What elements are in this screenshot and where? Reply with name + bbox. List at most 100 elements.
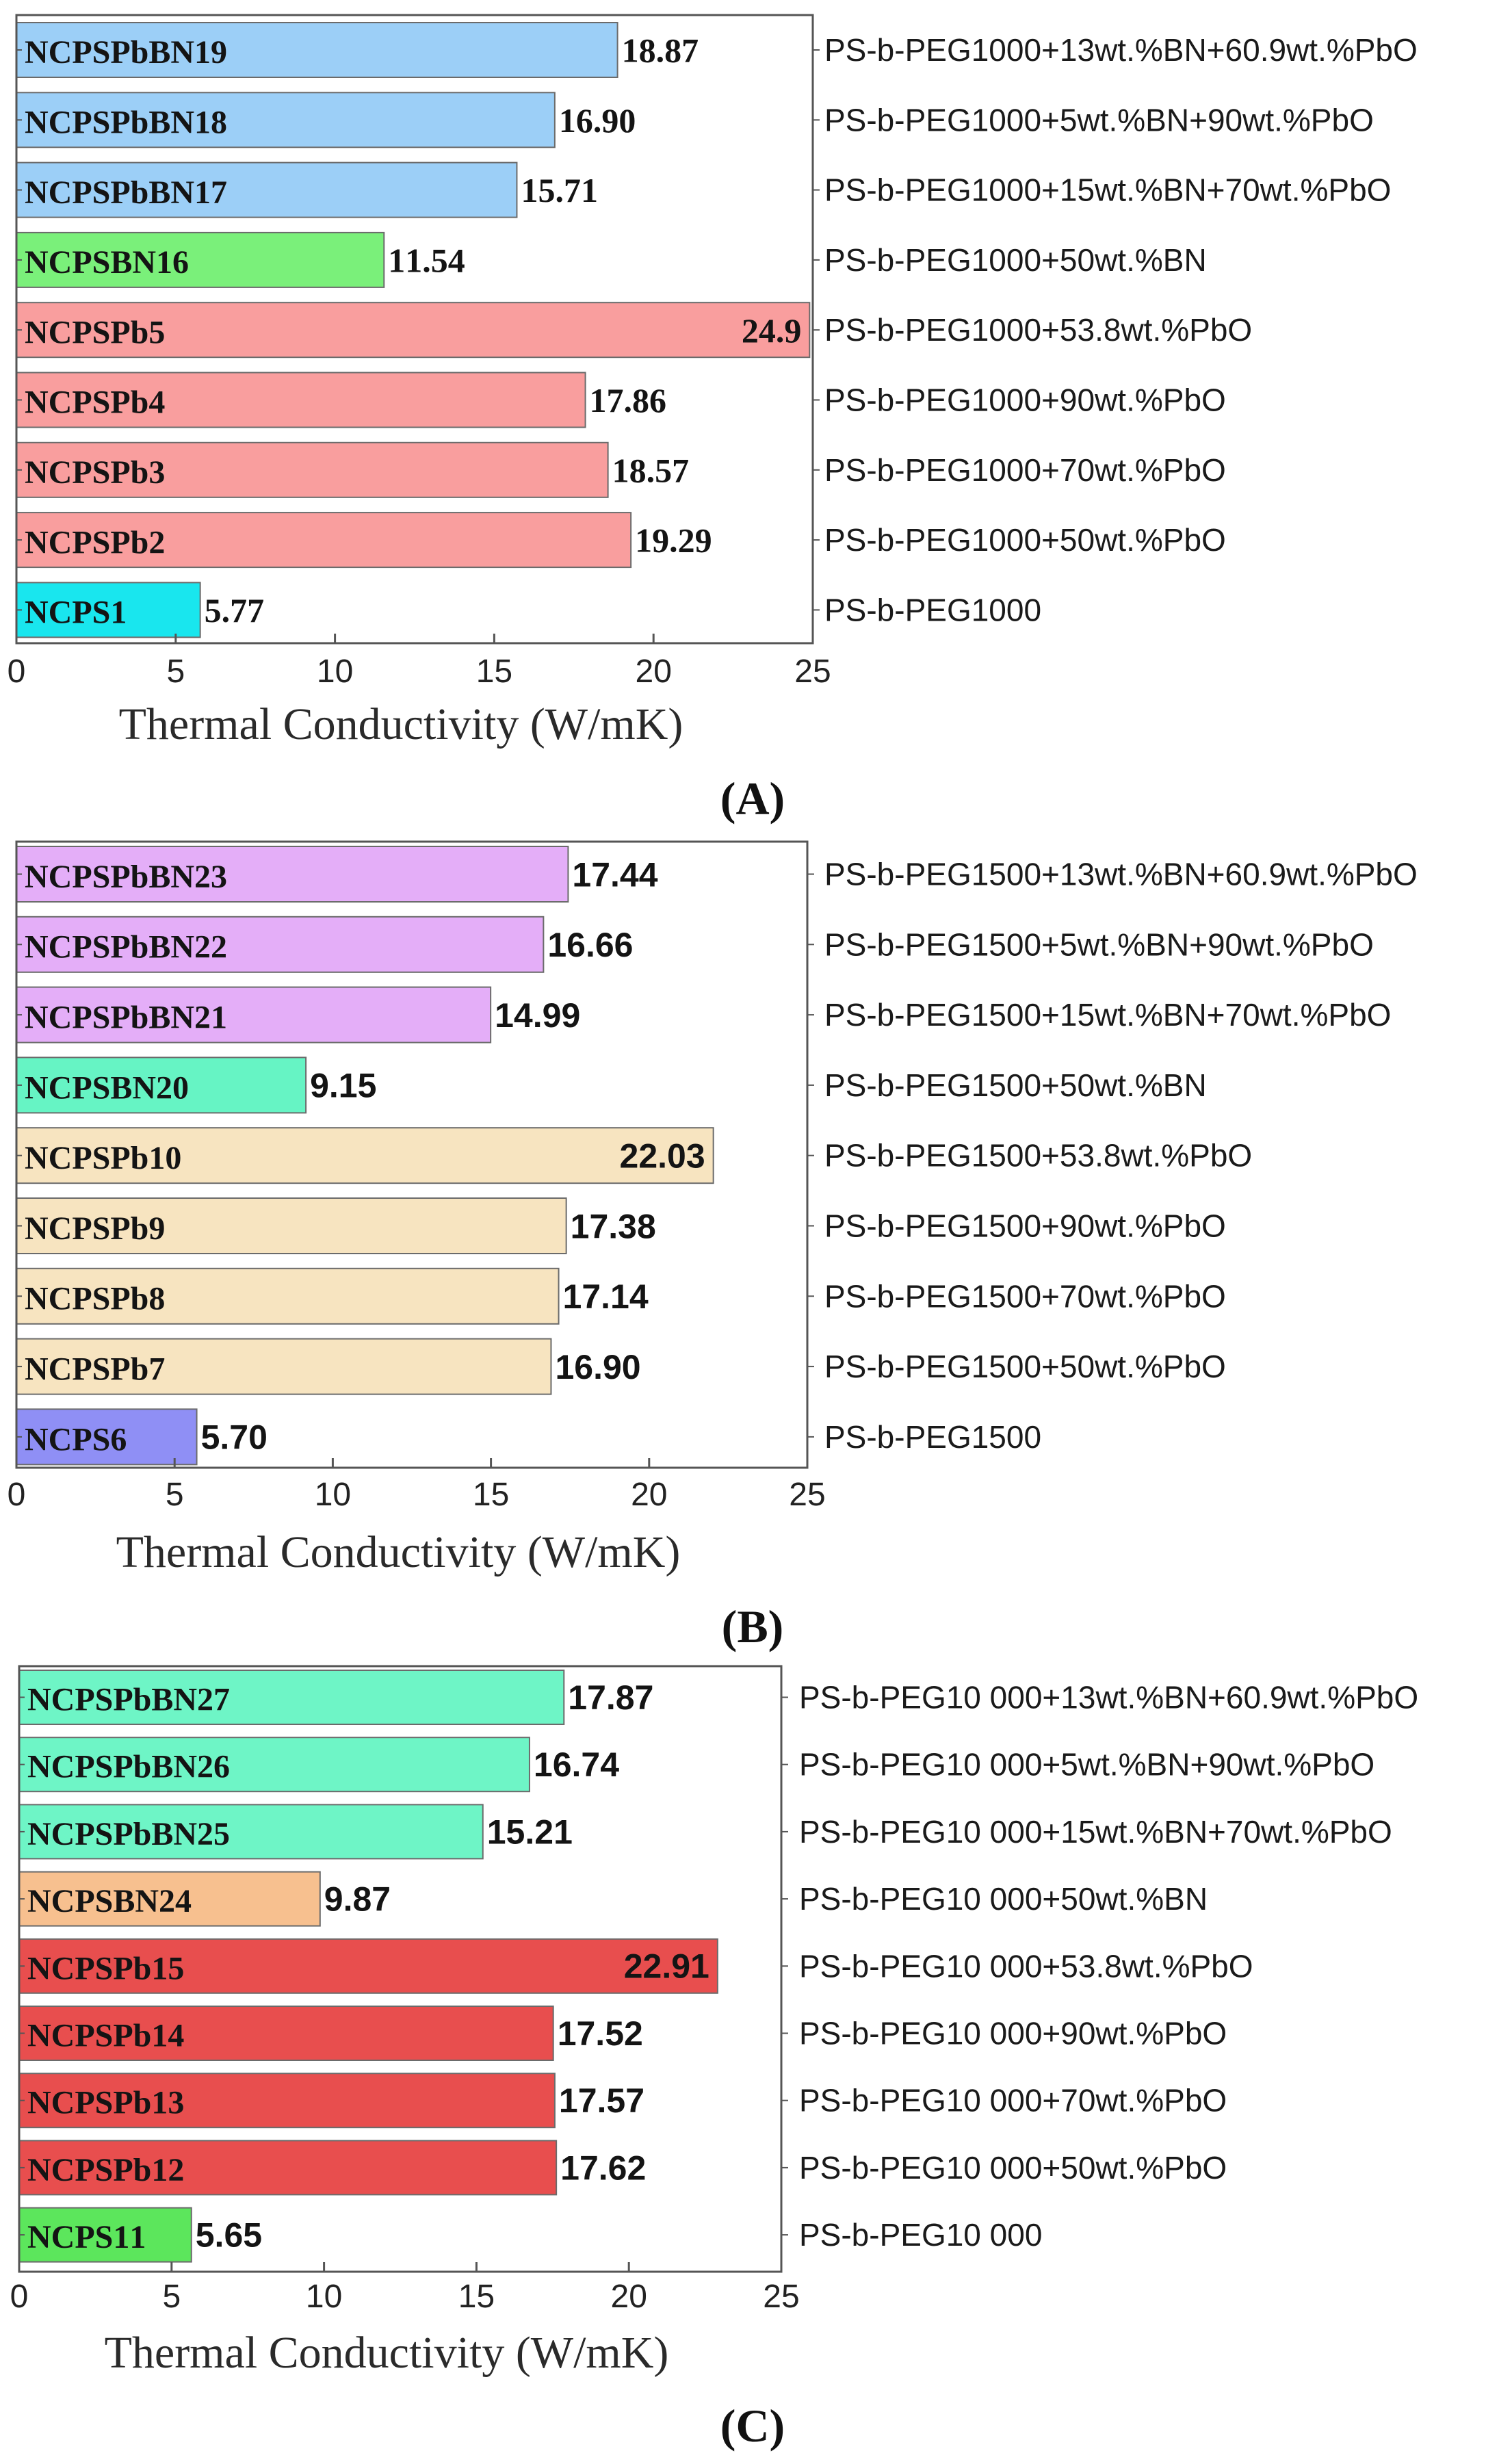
- x-tick-label-25: 25: [794, 653, 831, 690]
- bar-ncpsbn24: [18, 1871, 321, 1927]
- category-label-ncpspb5: NCPSPb5: [25, 314, 165, 350]
- composition-label-4: PS-b-PEG1000+53.8wt.%PbO: [824, 312, 1252, 348]
- value-label-ncpsbn24: 9.87: [324, 1880, 391, 1918]
- x-axis-title: Thermal Conductivity (W/mK): [105, 2328, 669, 2378]
- value-label-ncpspb3: 18.57: [612, 451, 690, 489]
- value-label-ncpspb4: 17.86: [590, 381, 667, 419]
- bar-ncpsbn16: [16, 231, 385, 288]
- x-axis-title: Thermal Conductivity (W/mK): [116, 1527, 681, 1577]
- x-tick-label-20: 20: [611, 2279, 647, 2315]
- value-label-ncpspbbn27: 17.87: [568, 1678, 653, 1717]
- value-label-ncpspbbn19: 18.87: [622, 31, 699, 70]
- value-label-ncpspb5: 24.9: [742, 311, 802, 350]
- bar-ncpspbbn25: [18, 1804, 484, 1860]
- value-label-ncps6: 5.70: [201, 1418, 268, 1457]
- x-tick-label-15: 15: [473, 1477, 509, 1513]
- category-label-ncpspbbn17: NCPSPbBN17: [25, 174, 227, 211]
- bar-ncps6: [16, 1408, 198, 1466]
- composition-label-6: PS-b-PEG10 000+70wt.%PbO: [799, 2083, 1227, 2118]
- x-tick-label-10: 10: [315, 1477, 351, 1513]
- value-label-ncpspbbn18: 16.90: [559, 101, 636, 140]
- composition-label-1: PS-b-PEG1500+5wt.%BN+90wt.%PbO: [824, 926, 1374, 962]
- category-label-ncpspb4: NCPSPb4: [25, 385, 165, 421]
- value-label-ncpspbbn25: 15.21: [487, 1813, 573, 1851]
- composition-label-6: PS-b-PEG1500+70wt.%PbO: [824, 1278, 1226, 1314]
- bar-ncpspb12: [18, 2140, 558, 2196]
- bar-ncpspbbn23: [16, 846, 569, 903]
- value-label-ncpspb8: 17.14: [563, 1278, 649, 1316]
- composition-label-5: PS-b-PEG10 000+90wt.%PbO: [799, 2016, 1227, 2051]
- bar-ncpspb10: [16, 1127, 714, 1184]
- plot-frame: [15, 14, 814, 645]
- category-label-ncpspb9: NCPSPb9: [25, 1210, 165, 1247]
- category-label-ncpspb2: NCPSPb2: [25, 524, 165, 560]
- bar-ncps1: [16, 582, 201, 638]
- composition-label-3: PS-b-PEG10 000+50wt.%BN: [799, 1881, 1208, 1917]
- bar-ncpspb14: [18, 2006, 554, 2061]
- category-label-ncpsbn16: NCPSBN16: [25, 244, 189, 281]
- x-tick-label-0: 0: [8, 653, 26, 690]
- value-label-ncpspb13: 17.57: [559, 2082, 644, 2120]
- composition-label-2: PS-b-PEG1500+15wt.%BN+70wt.%PbO: [824, 997, 1391, 1033]
- category-label-ncpspb15: NCPSPb15: [27, 1950, 184, 1986]
- value-label-ncpspbbn23: 17.44: [572, 855, 657, 894]
- x-tick-label-15: 15: [476, 653, 512, 690]
- composition-label-8: PS-b-PEG1000: [824, 592, 1041, 627]
- category-label-ncps11: NCPS11: [27, 2219, 146, 2255]
- x-tick-label-25: 25: [789, 1477, 825, 1513]
- composition-label-3: PS-b-PEG1000+50wt.%BN: [824, 242, 1207, 278]
- category-label-ncpspb13: NCPSPb13: [27, 2085, 184, 2121]
- category-label-ncpspbbn22: NCPSPbBN22: [25, 929, 227, 965]
- composition-label-5: PS-b-PEG1000+90wt.%PbO: [824, 382, 1226, 418]
- value-label-ncpsbn20: 9.15: [310, 1067, 376, 1105]
- category-label-ncpspbbn27: NCPSPbBN27: [27, 1681, 230, 1717]
- value-label-ncpspb10: 22.03: [620, 1137, 705, 1176]
- bar-ncps11: [18, 2207, 192, 2263]
- bar-ncpspbbn19: [16, 22, 618, 78]
- bar-ncpsbn20: [16, 1056, 307, 1114]
- composition-label-1: PS-b-PEG1000+5wt.%BN+90wt.%PbO: [824, 102, 1374, 138]
- x-tick-label-10: 10: [306, 2279, 342, 2315]
- x-tick-label-0: 0: [10, 2279, 29, 2315]
- bar-ncpspb4: [16, 372, 586, 428]
- bar-ncpspb2: [16, 512, 632, 569]
- composition-label-0: PS-b-PEG1000+13wt.%BN+60.9wt.%PbO: [824, 32, 1418, 68]
- x-tick-label-5: 5: [166, 1477, 184, 1513]
- composition-label-1: PS-b-PEG10 000+5wt.%BN+90wt.%PbO: [799, 1747, 1374, 1782]
- x-tick-label-5: 5: [162, 2279, 181, 2315]
- category-label-ncpspb14: NCPSPb14: [27, 2017, 184, 2053]
- category-label-ncpspb10: NCPSPb10: [25, 1140, 181, 1176]
- category-label-ncpspbbn25: NCPSPbBN25: [27, 1816, 230, 1852]
- category-label-ncpspbbn23: NCPSPbBN23: [25, 859, 227, 895]
- composition-label-5: PS-b-PEG1500+90wt.%PbO: [824, 1208, 1226, 1244]
- composition-label-7: PS-b-PEG1000+50wt.%PbO: [824, 522, 1226, 558]
- category-label-ncpspb12: NCPSPb12: [27, 2152, 184, 2188]
- value-label-ncpspb2: 19.29: [635, 521, 712, 560]
- category-label-ncpspb3: NCPSPb3: [25, 454, 165, 491]
- x-tick-label-20: 20: [636, 653, 672, 690]
- x-tick-label-15: 15: [458, 2279, 495, 2315]
- bar-ncpspbbn27: [18, 1670, 565, 1725]
- value-label-ncpspb9: 17.38: [571, 1207, 656, 1245]
- bar-ncpspb8: [16, 1267, 560, 1325]
- bar-ncpspb15: [18, 1938, 718, 1994]
- bar-ncpspbbn17: [16, 161, 518, 218]
- bar-ncpspbbn22: [16, 916, 545, 973]
- panel-label-0: (A): [720, 773, 785, 825]
- bar-ncpspb13: [18, 2073, 556, 2129]
- bar-ncpspbbn26: [18, 1737, 530, 1793]
- composition-label-7: PS-b-PEG1500+50wt.%PbO: [824, 1349, 1226, 1384]
- value-label-ncpspb14: 17.52: [558, 2014, 643, 2053]
- category-label-ncpspbbn26: NCPSPbBN26: [27, 1749, 230, 1785]
- composition-label-3: PS-b-PEG1500+50wt.%BN: [824, 1067, 1207, 1103]
- bar-ncpspb3: [16, 441, 609, 498]
- composition-label-2: PS-b-PEG10 000+15wt.%BN+70wt.%PbO: [799, 1814, 1392, 1850]
- composition-label-8: PS-b-PEG10 000: [799, 2217, 1042, 2253]
- composition-label-0: PS-b-PEG1500+13wt.%BN+60.9wt.%PbO: [824, 857, 1418, 892]
- bar-ncpspbbn21: [16, 986, 492, 1043]
- x-tick-label-5: 5: [166, 653, 185, 690]
- composition-label-7: PS-b-PEG10 000+50wt.%PbO: [799, 2150, 1227, 2186]
- value-label-ncpspb7: 16.90: [555, 1348, 640, 1386]
- value-label-ncps1: 5.77: [205, 591, 265, 630]
